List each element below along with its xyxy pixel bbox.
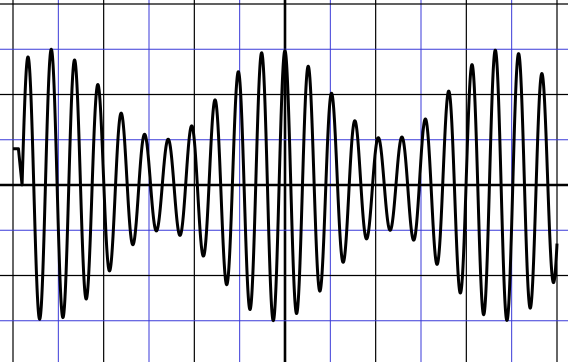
series-line-0: [13, 47, 559, 323]
trace-layer: [13, 47, 559, 323]
